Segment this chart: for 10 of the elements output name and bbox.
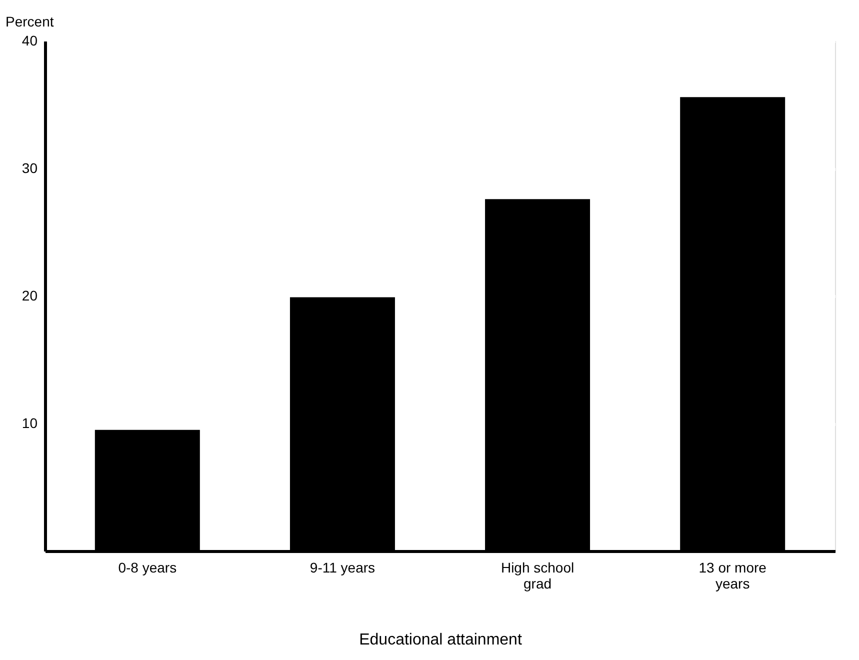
y-tick-label: 10 [22, 415, 38, 431]
y-tick-label: 30 [22, 160, 38, 176]
y-tick-label: 40 [22, 32, 38, 48]
y-axis-title: Percent [6, 14, 54, 30]
x-tick-label: High school grad [500, 560, 574, 592]
y-tick-label: 20 [22, 288, 38, 304]
x-tick-label: 13 or more years [698, 560, 767, 592]
x-tick-label: 9-11 years [310, 560, 376, 576]
x-axis-title: Educational attainment [359, 632, 522, 648]
x-tick-label: 0-8 years [118, 560, 177, 576]
